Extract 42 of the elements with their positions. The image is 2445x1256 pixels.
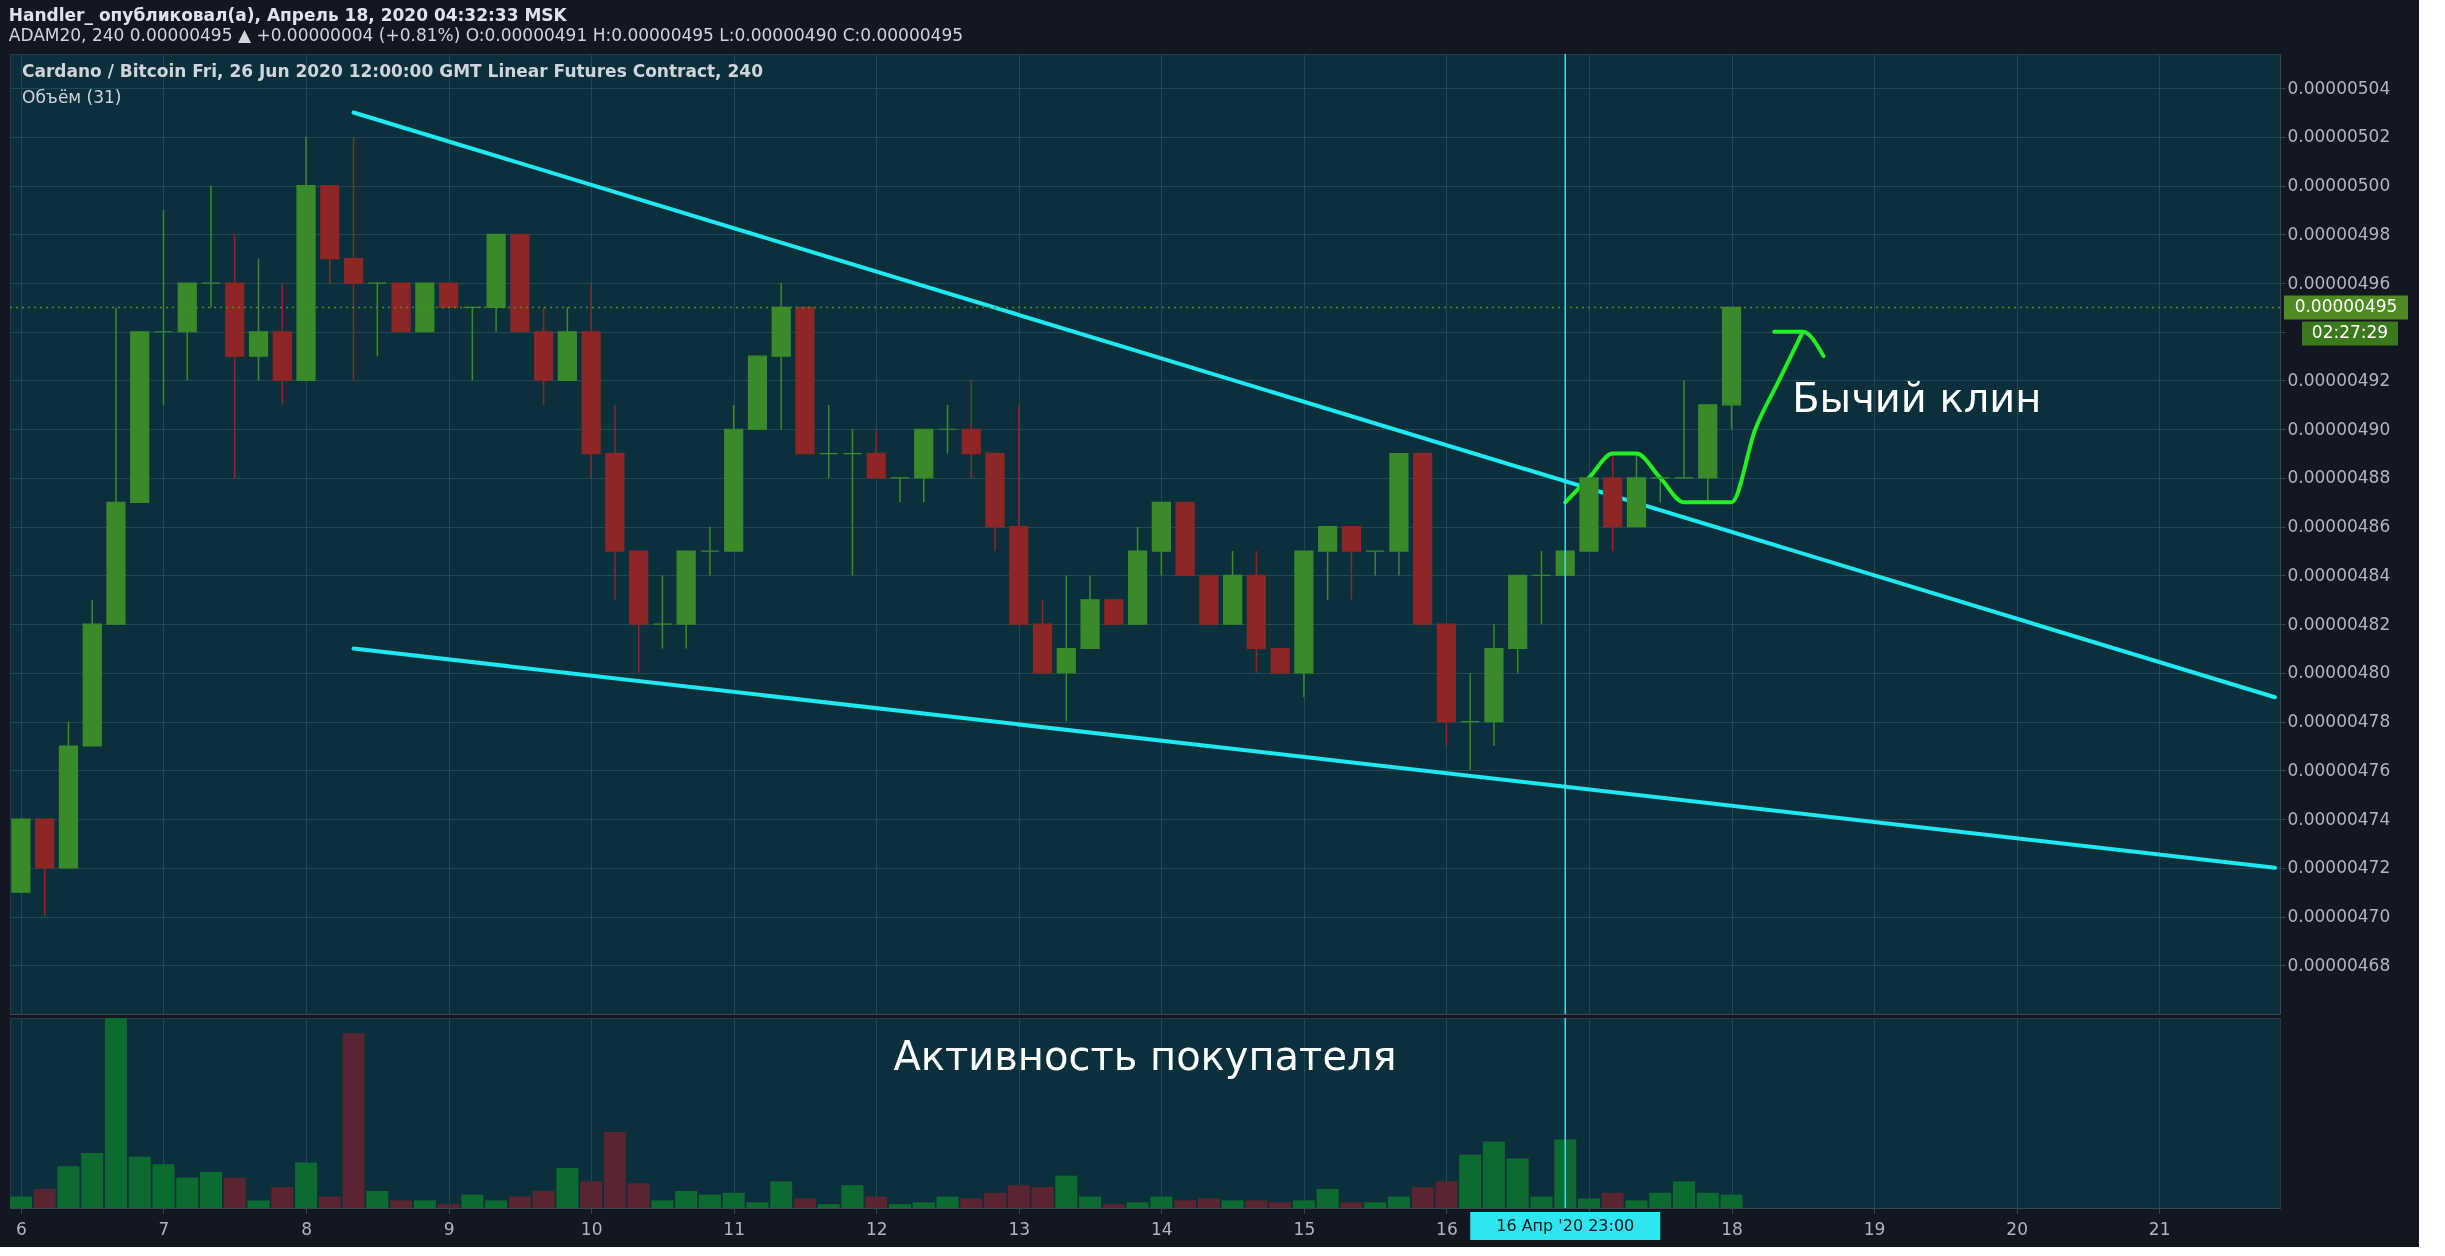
y-tick-label: 0.00000472 — [2287, 857, 2391, 878]
x-tick-label: 20 — [2006, 1218, 2028, 1239]
y-tick-label: 0.00000478 — [2287, 711, 2391, 732]
y-tick-label: 0.00000480 — [2287, 662, 2391, 683]
y-tick-label: 0.00000476 — [2287, 759, 2391, 780]
y-tick-label: 0.00000498 — [2287, 223, 2391, 244]
y-tick-label: 0.00000502 — [2287, 126, 2391, 147]
y-tick-label: 0.00000496 — [2287, 272, 2391, 293]
x-tick-label: 19 — [1863, 1218, 1886, 1239]
y-tick-label: 0.00000486 — [2287, 516, 2391, 537]
x-tick-label: 15 — [1293, 1218, 1316, 1239]
x-tick-label: 13 — [1008, 1218, 1031, 1239]
y-tick-label: 0.00000484 — [2287, 564, 2391, 585]
x-tick-label: 21 — [2148, 1218, 2171, 1239]
x-tick-label: 18 — [1721, 1218, 1743, 1239]
y-tick-label: 0.00000468 — [2287, 954, 2391, 975]
x-tick-label: 9 — [443, 1218, 455, 1239]
ref-line-label: 16 Апр '20 23:00 — [1496, 1216, 1635, 1235]
annotation: Бычий клин — [1792, 374, 2042, 421]
x-tick-label: 6 — [16, 1218, 27, 1239]
y-tick-label: 0.00000490 — [2287, 418, 2391, 439]
x-tick-label: 10 — [580, 1218, 603, 1239]
y-tick-label: 0.00000492 — [2287, 370, 2391, 390]
text: Объём (31) — [22, 87, 122, 107]
text: 02:27:29 — [2311, 322, 2389, 343]
text: ADAM20, 240 0.00000495 ▲ +0.00000004 (+0.81%) O:0.00000491 H:0.00000495 L:0.00000490 C:0.00000495 — [8, 24, 964, 45]
y-tick-label: 0.00000470 — [2287, 906, 2391, 927]
ref-line-label: 0.00000495 — [2294, 296, 2398, 317]
x-tick-label: 7 — [158, 1218, 170, 1239]
y-tick-label: 0.00000500 — [2287, 175, 2391, 196]
y-tick-label: 0.00000474 — [2287, 808, 2391, 829]
text: Handler_ опубликовал(а), Апрель 18, 2020 04:32:33 MSK — [8, 4, 568, 25]
x-tick-label: 8 — [301, 1218, 312, 1239]
x-tick-label: 11 — [723, 1218, 746, 1239]
y-tick-label: 0.00000482 — [2287, 613, 2391, 634]
x-tick-label: 12 — [865, 1218, 888, 1239]
x-tick-label: 16 — [1436, 1218, 1458, 1239]
annotation: Активность покупателя — [893, 1033, 1397, 1079]
chart-title: Cardano / Bitcoin Fri, 26 Jun 2020 12:00:00 GMT Linear Futures Contract, 240 — [22, 61, 764, 81]
y-tick-label: 0.00000488 — [2287, 467, 2391, 488]
y-tick-label: 0.00000504 — [2287, 77, 2391, 98]
x-tick-label: 14 — [1151, 1218, 1173, 1239]
